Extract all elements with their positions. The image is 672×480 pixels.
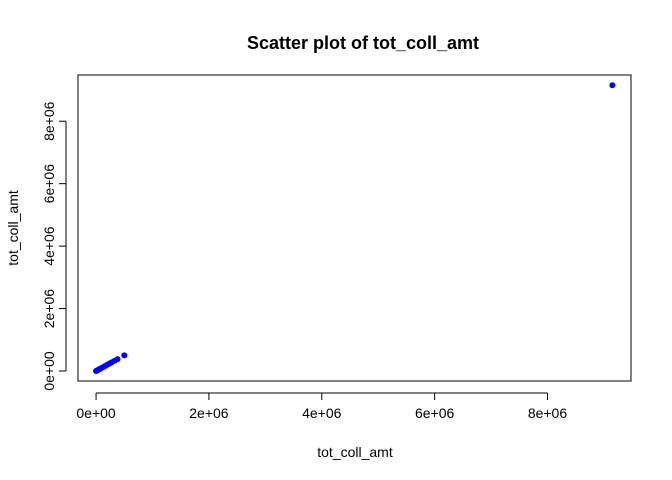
y-tick-label: 0e+00 — [41, 351, 57, 391]
plot-frame — [77, 74, 632, 382]
y-axis: 0e+00 2e+06 4e+06 6e+06 8e+06 — [41, 101, 67, 391]
data-point — [609, 82, 616, 89]
x-tick-label: 8e+06 — [528, 405, 568, 421]
x-axis-label: tot_coll_amt — [317, 444, 393, 460]
y-tick-label: 2e+06 — [41, 289, 57, 329]
x-tick-label: 6e+06 — [415, 405, 455, 421]
y-tick-label: 4e+06 — [41, 226, 57, 266]
chart-title: Scatter plot of tot_coll_amt — [247, 33, 479, 53]
x-tick-label: 2e+06 — [189, 405, 229, 421]
y-axis-label: tot_coll_amt — [5, 190, 21, 266]
data-point — [121, 352, 128, 359]
data-points — [93, 82, 616, 375]
data-point — [114, 356, 121, 363]
x-tick-label: 4e+06 — [302, 405, 342, 421]
y-tick-label: 8e+06 — [41, 101, 57, 141]
x-axis: 0e+00 2e+06 4e+06 6e+06 8e+06 — [76, 392, 568, 421]
x-tick-label: 0e+00 — [76, 405, 116, 421]
y-tick-label: 6e+06 — [41, 164, 57, 204]
